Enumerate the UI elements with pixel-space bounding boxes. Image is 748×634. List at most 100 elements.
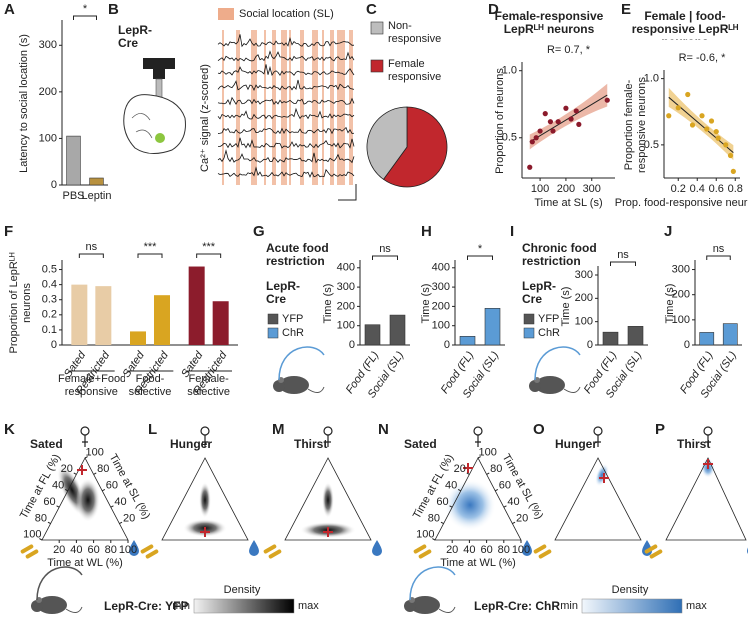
female-icon <box>703 426 713 436</box>
trace <box>217 34 355 48</box>
cre-label-box: LepR-Cre <box>266 280 300 306</box>
panel-title: Hunger <box>555 437 597 451</box>
tern-axis-label: Time at WL (%) <box>440 557 516 569</box>
tern-tick <box>39 538 43 541</box>
x-tick-label: 0.8 <box>728 183 743 195</box>
tern-tick-label: 80 <box>97 463 109 475</box>
point <box>576 121 582 127</box>
peak-cross <box>323 527 333 537</box>
bar <box>66 135 81 186</box>
triangle <box>434 457 522 541</box>
y-tick-label: 0 <box>349 339 355 351</box>
tern-tick-label: 20 <box>516 512 528 524</box>
y-tick-label: 0.5 <box>644 139 659 151</box>
mouse-body <box>535 376 565 394</box>
tern-tick <box>56 505 60 508</box>
food-icon <box>140 544 154 554</box>
density <box>444 479 496 531</box>
group-label: Female-selective <box>187 373 231 398</box>
sl-period <box>289 30 291 185</box>
bar <box>188 266 205 345</box>
female-icon <box>473 426 483 436</box>
panel-label: G <box>253 223 265 240</box>
point <box>727 152 734 159</box>
tern-tick-label: 60 <box>106 479 118 491</box>
peak-cross <box>463 463 473 473</box>
y-tick-label: 200 <box>39 86 57 98</box>
panel-title: Chronic food restriction <box>522 242 597 268</box>
colorbar <box>581 598 683 614</box>
sl-period <box>236 30 240 185</box>
tern-tick-label: 80 <box>498 544 510 556</box>
female-icon <box>200 426 210 436</box>
bar <box>364 324 381 346</box>
sl-period <box>330 30 334 185</box>
significance: *** <box>144 241 158 253</box>
y-tick-label: 0 <box>51 179 57 191</box>
bar <box>602 331 619 346</box>
y-tick-label: 300 <box>432 281 450 293</box>
y-axis-label: Proportion of neurons <box>494 68 506 174</box>
sl-period <box>281 30 287 185</box>
panel-label: M <box>272 421 285 438</box>
y-tick-label: 100 <box>575 316 593 328</box>
legend-label-box: Female responsive <box>388 58 441 83</box>
group-label-box: Female-selective <box>187 373 231 398</box>
legend-label: Social location (SL) <box>239 8 334 20</box>
brain <box>123 94 186 154</box>
point <box>527 164 533 170</box>
panel-label: D <box>488 1 499 18</box>
panel-label: H <box>421 223 432 240</box>
confidence-band <box>529 83 608 150</box>
bar <box>89 177 104 186</box>
bar <box>484 308 501 346</box>
tern-tick <box>486 472 490 475</box>
female-icon <box>593 426 603 436</box>
y-axis-label: Time (s) <box>420 284 432 324</box>
significance: ns <box>713 243 725 255</box>
legend-swatch <box>370 21 384 35</box>
significance: * <box>83 3 88 15</box>
point <box>573 108 579 114</box>
y-axis-label: Time (s) <box>322 284 334 324</box>
x-tick-label: PBS <box>62 190 84 202</box>
y-tick-label: 400 <box>432 262 450 274</box>
legend-label: ChR <box>538 327 560 339</box>
tern-tick-label: 20 <box>454 463 466 475</box>
female-icon <box>595 435 601 447</box>
panel-label: L <box>148 421 157 438</box>
density <box>322 482 334 518</box>
triangle <box>665 457 747 541</box>
peak-cross <box>703 459 713 469</box>
panel-title-box: Chronic food restriction <box>522 242 597 268</box>
sig-bracket <box>196 253 222 258</box>
bar <box>212 301 229 345</box>
tern-tick-label: 60 <box>43 496 55 508</box>
female-icon <box>325 435 331 447</box>
annotation: R= -0.6, * <box>679 52 726 64</box>
point <box>555 119 561 125</box>
y-tick-label: 400 <box>337 262 355 274</box>
y-tick-label: 300 <box>672 263 690 275</box>
triangle <box>554 457 642 541</box>
pie-slice <box>366 106 408 180</box>
trace <box>217 126 355 135</box>
female-icon <box>323 426 333 436</box>
legend-label: Non-responsive <box>388 20 442 45</box>
panel-label: N <box>378 421 389 438</box>
colorbar-min: min <box>560 600 578 612</box>
mouse-head <box>31 600 43 612</box>
bar <box>459 336 476 346</box>
food-icon <box>533 544 547 554</box>
tern-tick-label: 100 <box>512 544 530 556</box>
significance: ns <box>617 249 629 261</box>
x-tick-label: 0.2 <box>671 183 686 195</box>
pie-slice <box>382 106 448 188</box>
legend-label: YFP <box>282 313 303 325</box>
tern-tick-label: 20 <box>123 512 135 524</box>
mouse-head <box>529 380 541 392</box>
tern-tick-label: 40 <box>114 496 126 508</box>
trace <box>217 64 355 77</box>
point <box>550 128 556 134</box>
food-icon <box>145 549 159 559</box>
